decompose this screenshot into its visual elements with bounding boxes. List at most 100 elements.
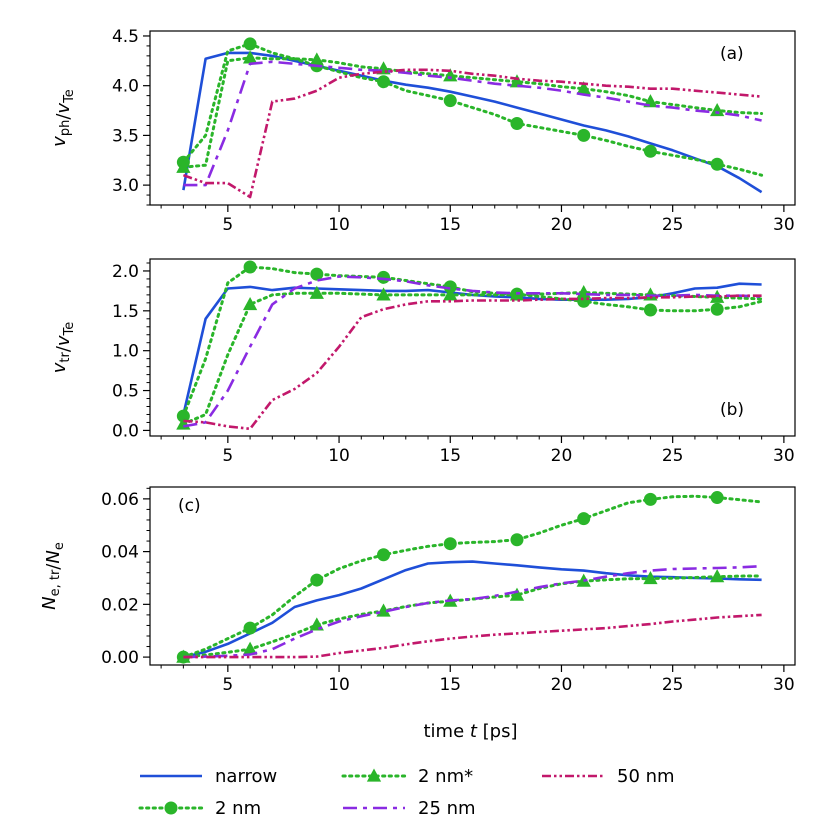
panel-label: (c) [178, 496, 201, 516]
x-tick-label: 20 [551, 215, 573, 235]
data-point-2-nm-star [242, 641, 258, 655]
data-point-2-nm [710, 157, 724, 171]
legend-label: 2 nm [215, 798, 261, 819]
legend-entry-narrow: narrow [140, 766, 277, 787]
x-tick-label: 5 [222, 675, 233, 695]
data-point-2-nm-star [710, 103, 725, 117]
legend-label: 2 nm* [418, 766, 473, 787]
plot-area [176, 491, 764, 664]
y-tick-label: 4.0 [112, 77, 139, 97]
legend-label: narrow [215, 766, 277, 787]
legend-marker [164, 801, 178, 815]
data-point-2-nm-star [643, 571, 658, 585]
x-tick-label: 20 [551, 446, 573, 466]
x-axis-label: time t [ps] [423, 721, 517, 742]
data-point-2-nm-star [710, 569, 725, 583]
x-tick-label: 25 [662, 675, 684, 695]
panel-b: 5 10 15 20 25 30 0.0 0.5 1.0 1.5 2.0 (b) vtr/vTe [49, 258, 796, 466]
data-point-2-nm-star [176, 649, 191, 663]
series-line-2-nm-star [181, 574, 764, 659]
y-tick-label: 0.02 [101, 595, 139, 615]
data-point-2-nm-star [176, 159, 191, 173]
x-tick-label: 30 [773, 215, 795, 235]
x-tick-label: 5 [222, 446, 233, 466]
data-point-2-nm [643, 144, 657, 158]
series-line-narrow [182, 282, 762, 415]
y-tick-label: 0.00 [101, 648, 139, 668]
data-point-2-nm [377, 270, 391, 284]
data-point-2-nm [243, 621, 257, 635]
y-axis-label: vtr/vTe [49, 322, 77, 374]
series-line-2-nm [181, 42, 764, 177]
data-point-2-nm [377, 548, 391, 562]
series-line-2-nm [181, 494, 764, 659]
data-point-2-nm [643, 492, 657, 506]
series-line-2-nm-star [181, 291, 764, 426]
x-tick-label: 10 [328, 215, 350, 235]
x-tick-label: 15 [439, 675, 461, 695]
x-tick-label: 15 [439, 446, 461, 466]
panel-a: 5 10 15 20 25 30 3.0 3.5 4.0 4.5 (a) vph/vTe [49, 27, 796, 235]
series-line-25-nm [183, 564, 762, 659]
data-point-2-nm [443, 537, 457, 551]
y-tick-label: 3.0 [112, 176, 139, 196]
data-point-2-nm [510, 116, 524, 130]
y-axis-label: Ne, tr/Ne [39, 542, 67, 610]
y-tick-label: 0.0 [112, 421, 139, 441]
series-line-50-nm [183, 613, 762, 659]
data-point-2-nm-star [242, 296, 258, 311]
legend-label: 25 nm [418, 798, 476, 819]
data-point-2-nm-star [509, 74, 525, 88]
data-point-2-nm-star [509, 587, 525, 601]
series-line-2-nm-star [181, 56, 764, 169]
y-tick-label: 1.0 [112, 342, 139, 362]
data-point-2-nm [710, 491, 724, 505]
data-point-2-nm [443, 94, 457, 108]
x-tick-label: 25 [662, 446, 684, 466]
y-tick-label: 2.0 [112, 262, 139, 282]
data-point-2-nm [510, 533, 524, 547]
y-tick-label: 0.04 [101, 543, 139, 563]
series-line-25-nm [183, 60, 762, 187]
data-point-2-nm [243, 37, 257, 51]
data-point-2-nm [710, 302, 724, 316]
legend-entry-2-nm-star: 2 nm* [341, 766, 473, 787]
data-point-2-nm [443, 280, 457, 294]
x-tick-label: 30 [773, 675, 795, 695]
data-point-2-nm [176, 409, 190, 423]
x-axis-label-text: time t [ps] [423, 721, 517, 742]
series-line-50-nm [182, 68, 762, 199]
data-point-2-nm-star [443, 287, 458, 301]
data-point-2-nm [310, 267, 324, 281]
x-tick-label: 25 [662, 215, 684, 235]
y-tick-label: 3.5 [112, 126, 139, 146]
legend-marker [366, 768, 382, 782]
series-line-25-nm [183, 275, 762, 428]
series-line-50-nm [183, 294, 762, 431]
y-axis-label: vph/vTe [49, 89, 77, 147]
data-point-2-nm [243, 260, 257, 274]
y-tick-label: 0.06 [101, 490, 139, 510]
x-tick-label: 10 [328, 675, 350, 695]
data-point-2-nm [310, 573, 324, 587]
legend-entry-25-nm: 25 nm [343, 798, 476, 819]
panel-label: (b) [720, 400, 744, 420]
plot-area [176, 37, 764, 199]
data-point-2-nm [577, 512, 591, 526]
panel-c: 5 10 15 20 25 30 0.00 0.02 0.04 0.06 (c) Ne, tr/Ne [39, 486, 796, 695]
y-tick-label: 4.5 [112, 27, 139, 47]
x-tick-label: 15 [439, 215, 461, 235]
data-point-2-nm-star [242, 50, 258, 64]
legend-entry-2-nm: 2 nm [138, 798, 261, 819]
data-point-2-nm-star [376, 287, 391, 301]
legend-label: 50 nm [617, 766, 675, 787]
data-point-2-nm [377, 75, 391, 89]
legend-entry-50-nm: 50 nm [542, 766, 675, 787]
y-tick-label: 0.5 [112, 382, 139, 402]
x-tick-label: 10 [328, 446, 350, 466]
x-tick-label: 30 [773, 446, 795, 466]
y-tick-label: 1.5 [112, 302, 139, 322]
plot-area [176, 260, 764, 431]
data-point-2-nm-star [309, 285, 324, 299]
data-point-2-nm [577, 128, 591, 142]
